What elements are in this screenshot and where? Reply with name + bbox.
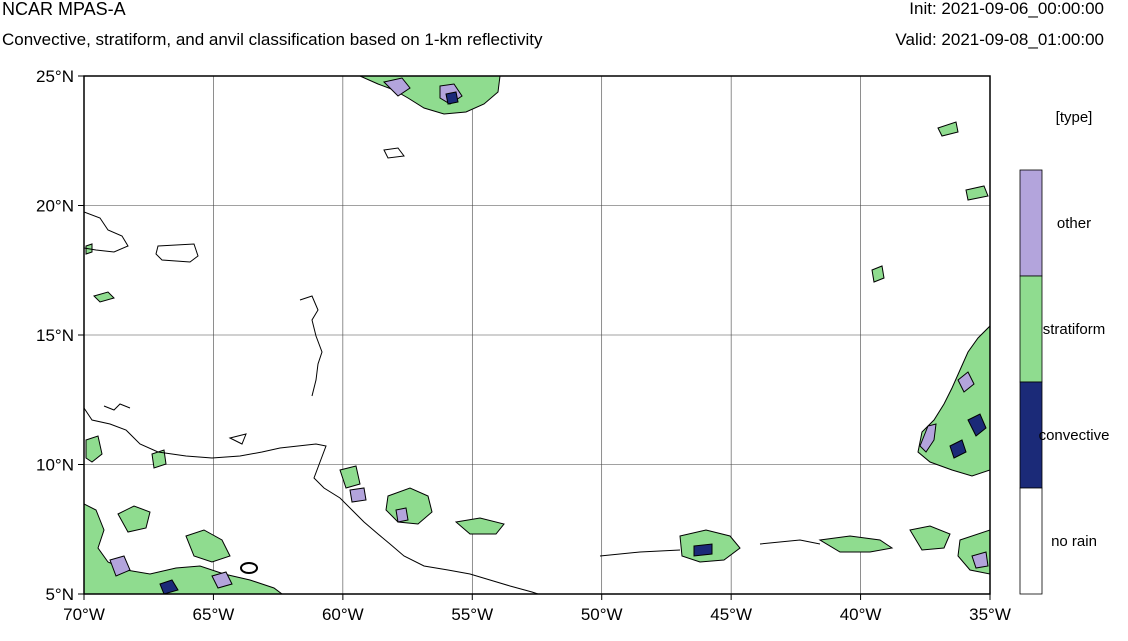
lon-tick-label: 50°W (581, 605, 623, 624)
contour-line (599, 549, 681, 557)
lon-tick-label: 60°W (322, 605, 364, 624)
lat-tick-label: 5°N (45, 585, 74, 604)
precipitation-field (84, 76, 990, 594)
legend: [type] other stratiform convective no rain (1019, 109, 1110, 595)
rain-cell (383, 77, 411, 97)
rain-cell (445, 91, 459, 105)
legend-swatch (1019, 487, 1043, 595)
longitude-axis: 70°W 65°W 60°W 55°W 50°W 45°W 40°W 35°W (63, 594, 1011, 624)
rain-cell (211, 571, 233, 589)
contour-line (103, 403, 131, 411)
rain-cell (454, 517, 505, 535)
lon-tick-label: 65°W (193, 605, 235, 624)
lat-tick-label: 25°N (36, 67, 74, 86)
legend-colorbar: other stratiform convective no rain (1019, 169, 1110, 595)
legend-label: stratiform (1043, 321, 1106, 338)
lon-tick-label: 35°W (969, 605, 1011, 624)
rain-cell (349, 487, 367, 503)
lon-tick-label: 55°W (451, 605, 493, 624)
rain-cell (818, 535, 894, 553)
rain-cell (949, 439, 967, 459)
rain-cell (919, 423, 937, 453)
contour-line (84, 211, 129, 253)
legend-swatch (1019, 275, 1043, 383)
contour-ring (240, 562, 258, 574)
rain-cell (109, 555, 131, 577)
contour-line (84, 407, 539, 594)
contour-line (299, 295, 323, 397)
rain-cell (395, 507, 409, 523)
lon-tick-label: 45°W (710, 605, 752, 624)
init-time: Init: 2021-09-06_00:00:00 (909, 0, 1104, 18)
rain-cell (151, 449, 167, 469)
legend-swatch (1019, 169, 1043, 277)
map-plot-area: 70°W 65°W 60°W 55°W 50°W 45°W 40°W 35°W 25°N 20°… (36, 67, 1011, 624)
rain-cell (93, 291, 115, 303)
contour-line (228, 433, 247, 445)
lat-lon-gridlines (84, 76, 990, 594)
rain-cell (971, 551, 989, 569)
valid-time: Valid: 2021-09-08_01:00:00 (895, 30, 1104, 49)
rain-cell (957, 371, 975, 393)
lat-tick-label: 10°N (36, 456, 74, 475)
legend-label: convective (1039, 427, 1110, 444)
rain-cell (339, 465, 361, 489)
legend-title: [type] (1056, 109, 1093, 126)
rain-cell (965, 185, 989, 201)
rain-cell (159, 579, 179, 594)
contour-line (155, 243, 199, 263)
rain-cell (693, 543, 713, 557)
legend-label: other (1057, 215, 1091, 232)
lat-tick-label: 20°N (36, 197, 74, 216)
latitude-axis: 25°N 20°N 15°N 10°N 5°N (36, 67, 84, 604)
rain-cell (937, 121, 959, 137)
rain-cell (117, 505, 151, 533)
rain-cell (185, 529, 231, 563)
contour-line (383, 147, 405, 159)
lon-tick-label: 40°W (840, 605, 882, 624)
lon-tick-label: 70°W (63, 605, 105, 624)
rain-cell (967, 413, 987, 437)
legend-label: no rain (1051, 533, 1097, 550)
map-subtitle: Convective, stratiform, and anvil classi… (2, 30, 543, 49)
rain-cell (84, 503, 283, 594)
lat-tick-label: 15°N (36, 326, 74, 345)
map-title: NCAR MPAS-A (2, 0, 126, 19)
contour-line (759, 539, 821, 545)
rain-cell (871, 265, 885, 283)
rain-cell (85, 435, 103, 463)
rain-cell (909, 525, 951, 551)
